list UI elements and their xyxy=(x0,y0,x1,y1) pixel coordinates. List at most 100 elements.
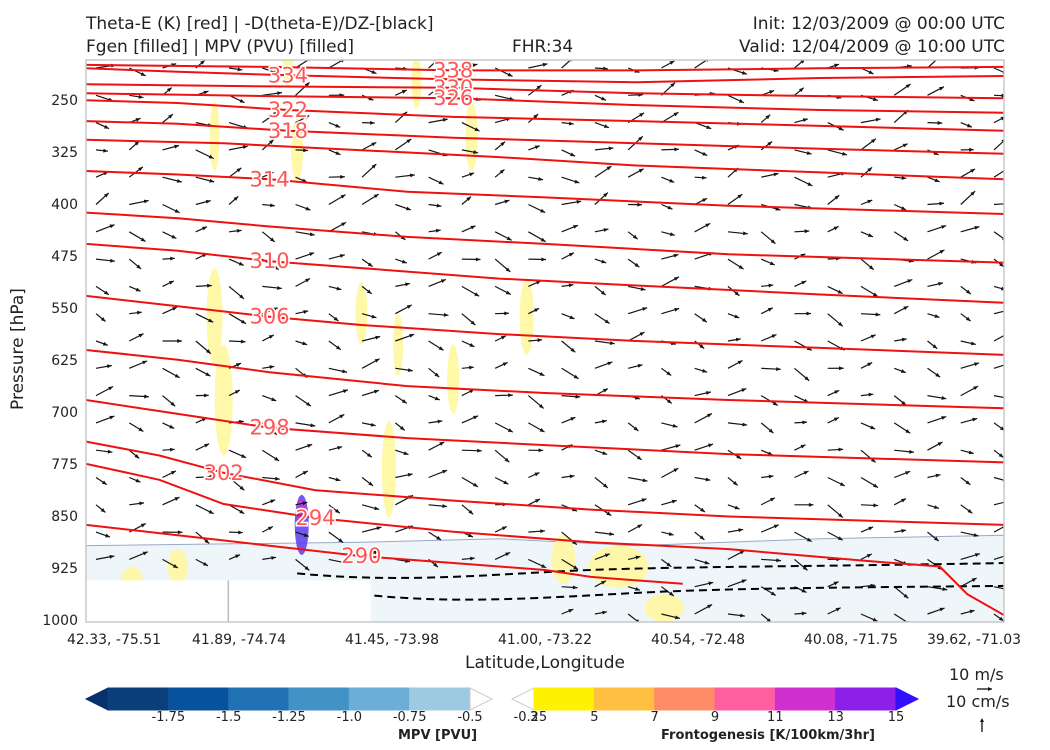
x-tick-label: 41.45, -73.98 xyxy=(344,632,440,648)
wind-arrow-head xyxy=(969,147,974,152)
wind-arrow-head xyxy=(200,60,205,65)
theta-e-contour xyxy=(86,63,1004,72)
wind-arrow-head xyxy=(203,90,209,95)
wind-arrow-head xyxy=(741,579,747,584)
wind-arrow-head xyxy=(333,316,339,322)
fgen-colorbar-swatch xyxy=(654,687,716,711)
wind-arrow-head xyxy=(705,391,711,395)
fgen-blob xyxy=(214,344,233,456)
wind-arrow-head xyxy=(138,427,144,432)
mpv-colorbar-swatch xyxy=(348,687,411,711)
wind-arrow-head xyxy=(974,225,980,230)
y-tick-label: 325 xyxy=(51,144,78,161)
wind-arrow-head xyxy=(607,361,613,366)
x-axis-title: Latitude,Longitude xyxy=(465,653,625,673)
wind-arrow-head xyxy=(504,199,510,204)
wind-arrow-head xyxy=(801,280,807,285)
fgen-blob xyxy=(519,278,534,355)
wind-arrow-head xyxy=(407,368,413,373)
wind-arrow-head xyxy=(204,539,210,544)
wind-arrow-head xyxy=(170,256,175,261)
wind-arrow-head xyxy=(606,511,612,516)
wind-arrow-head xyxy=(234,390,240,394)
wind-arrow-head xyxy=(875,117,881,122)
wind-arrow-head xyxy=(834,390,840,395)
fgen-blob xyxy=(167,549,188,584)
wind-arrow-head xyxy=(436,535,442,541)
wind-arrow-head xyxy=(534,145,540,150)
wind-arrow-head xyxy=(872,292,878,297)
wind-arrow-head xyxy=(375,335,381,340)
wind-arrow-head xyxy=(635,555,641,560)
colorbar-tick-label: -1.5 xyxy=(215,710,242,725)
fgen-blob xyxy=(465,101,478,172)
wind-arrow xyxy=(927,60,937,69)
wind-arrow-head xyxy=(400,235,406,240)
wind-arrow-head xyxy=(604,553,610,558)
wind-arrow-head xyxy=(144,394,149,399)
wind-arrow-head xyxy=(773,524,779,529)
wind-arrow-head xyxy=(339,414,345,419)
wind-arrow-head xyxy=(609,341,615,345)
wind-arrow-head xyxy=(736,454,742,459)
theta-e-contour xyxy=(86,170,1004,215)
wind-arrow-head xyxy=(468,509,474,515)
wind-arrow-head xyxy=(868,265,874,270)
wind-arrow-head xyxy=(838,126,844,131)
wind-arrow-head xyxy=(942,587,948,591)
wind-arrow-head xyxy=(508,393,513,398)
wind-arrow-head xyxy=(776,367,781,372)
wind-arrow-head xyxy=(770,239,776,244)
wind-arrow-head xyxy=(336,286,342,291)
wind-arrow-head xyxy=(573,565,579,570)
wind-arrow-head xyxy=(970,168,976,173)
wind-arrow-head xyxy=(706,125,712,129)
wind-arrow-head xyxy=(802,118,808,123)
wind-arrow-head xyxy=(405,206,411,211)
wind-arrow-head xyxy=(166,87,172,93)
wind-arrow-head xyxy=(271,397,277,402)
wind-arrow-head xyxy=(603,483,608,488)
wind-arrow-head xyxy=(842,151,848,156)
wind-arrow-head xyxy=(937,442,943,446)
wind-arrow-head xyxy=(941,416,947,420)
wind-arrow-head xyxy=(138,94,144,99)
wind-arrow-head xyxy=(935,473,941,478)
wind-arrow-head xyxy=(105,533,111,538)
wind-arrow-head xyxy=(1007,523,1012,527)
wind-arrow-head xyxy=(109,415,115,420)
theta-e-label: 290 xyxy=(341,544,381,568)
wind-arrow xyxy=(993,395,1004,399)
wind-arrow-head xyxy=(208,509,214,514)
wind-arrow-head xyxy=(233,196,239,201)
theta-e-contour xyxy=(86,523,683,585)
wind-arrow-head xyxy=(176,178,182,183)
wind-arrow-head xyxy=(401,259,407,264)
wind-arrow-head xyxy=(371,142,377,147)
wind-arrow-head xyxy=(574,179,580,184)
y-tick-label: 925 xyxy=(51,560,78,577)
wind-arrow-head xyxy=(368,481,374,486)
fgen-blob xyxy=(447,344,460,414)
fgen-colorbar-swatch xyxy=(774,687,837,711)
wind-arrow-head xyxy=(536,280,542,285)
wind-arrow-head xyxy=(740,613,745,618)
wind-arrow-head xyxy=(808,502,814,507)
wind-arrow-head xyxy=(633,426,639,431)
wind-arrow-head xyxy=(839,366,844,371)
wind-arrow-head xyxy=(209,474,215,479)
wind-arrow-head xyxy=(136,264,142,269)
wind-arrow-head xyxy=(337,445,343,450)
theta-e-contour xyxy=(86,294,1004,356)
wind-arrow-head xyxy=(807,182,813,186)
wind-arrow-head xyxy=(603,228,609,232)
wind-arrow-head xyxy=(708,581,714,586)
wind-arrow-head xyxy=(999,262,1004,267)
wind-arrow-head xyxy=(140,237,146,242)
wind-arrow-head xyxy=(767,307,773,312)
mpv-colorbar-swatch xyxy=(409,687,471,711)
wind-arrow-head xyxy=(903,236,909,241)
wind-arrow-head xyxy=(673,468,679,473)
wind-arrow-head xyxy=(438,180,444,185)
y-axis-title: Pressure [hPa] xyxy=(8,288,28,410)
